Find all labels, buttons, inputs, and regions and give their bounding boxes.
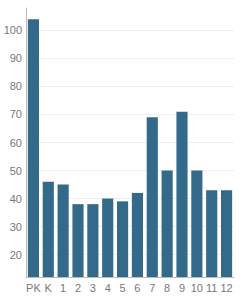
svg-text:8: 8	[164, 282, 170, 294]
svg-text:10: 10	[191, 282, 203, 294]
svg-text:1: 1	[60, 282, 66, 294]
svg-text:90: 90	[10, 52, 22, 64]
svg-text:12: 12	[220, 282, 232, 294]
svg-text:PK: PK	[26, 282, 41, 294]
svg-text:50: 50	[10, 165, 22, 177]
svg-text:70: 70	[10, 108, 22, 120]
svg-text:100: 100	[4, 24, 22, 36]
svg-text:4: 4	[105, 282, 111, 294]
svg-text:80: 80	[10, 80, 22, 92]
svg-text:40: 40	[10, 193, 22, 205]
svg-text:3: 3	[90, 282, 96, 294]
svg-text:9: 9	[179, 282, 185, 294]
svg-text:5: 5	[120, 282, 126, 294]
svg-text:2: 2	[75, 282, 81, 294]
svg-text:11: 11	[206, 282, 217, 294]
svg-text:60: 60	[10, 137, 22, 149]
svg-text:7: 7	[149, 282, 155, 294]
svg-text:30: 30	[10, 221, 22, 233]
svg-text:20: 20	[10, 249, 22, 261]
svg-text:K: K	[45, 282, 53, 294]
svg-text:6: 6	[134, 282, 140, 294]
